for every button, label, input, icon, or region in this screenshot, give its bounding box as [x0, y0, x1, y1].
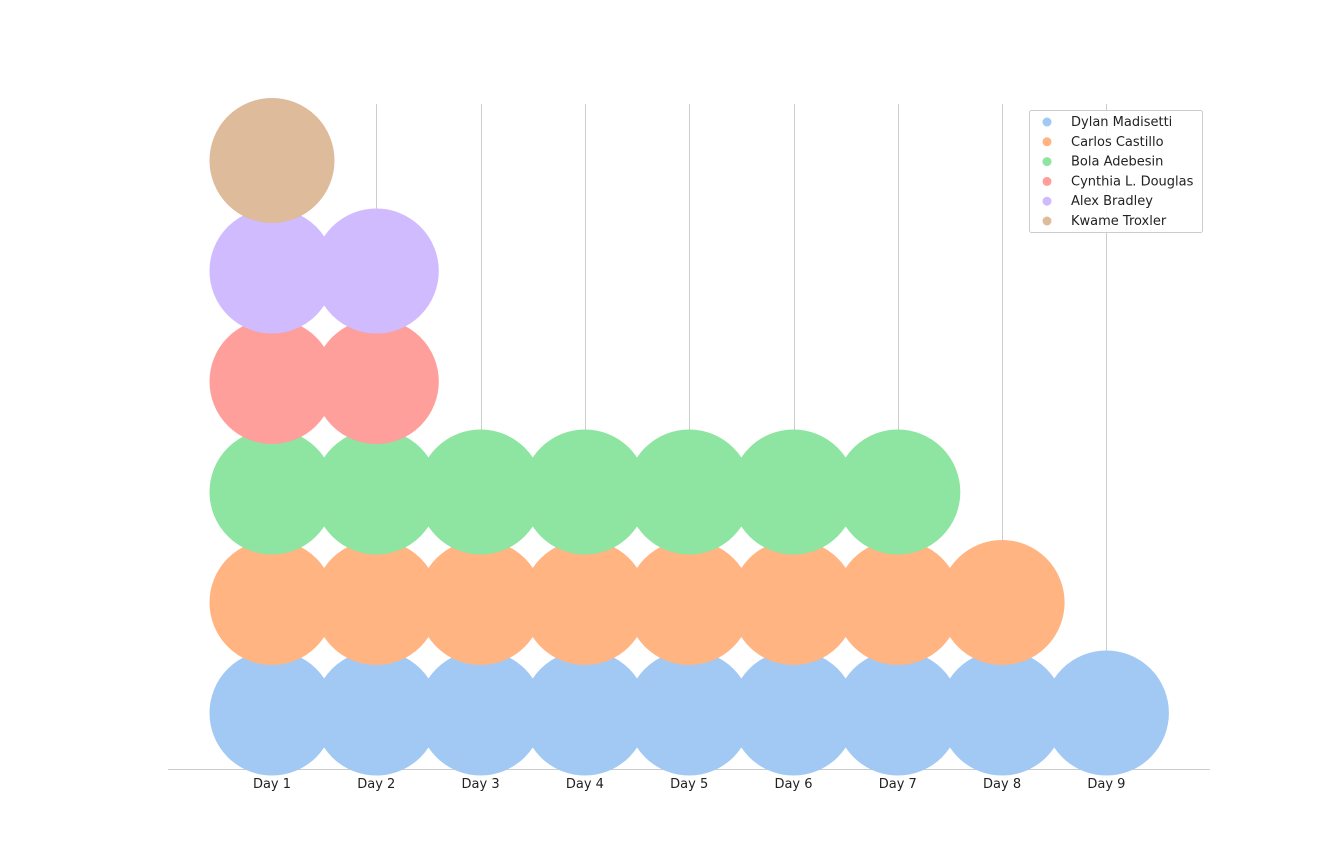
x-tick-label-day-1: Day 1 [253, 777, 291, 792]
legend-frame [1029, 110, 1203, 233]
x-tick-label-day-8: Day 8 [983, 777, 1021, 792]
legend-label-kwame-troxler: Kwame Troxler [1071, 214, 1167, 229]
x-tick-labels: Day 1 Day 2 Day 3 Day 4 Day 5 Day 6 Day 7 Day 8… [253, 777, 1125, 792]
legend-marker-kwame-troxler [1042, 216, 1052, 226]
point-carlos-castillo-day-8 [939, 540, 1065, 665]
legend-label-bola-adebesin: Bola Adebesin [1071, 155, 1163, 170]
x-tick-label-day-3: Day 3 [462, 777, 500, 792]
legend-marker-dylan-madisetti [1042, 117, 1052, 127]
x-tick-label-day-9: Day 9 [1087, 777, 1125, 792]
point-dylan-madisetti-day-9 [1043, 650, 1169, 776]
point-bola-adebesin-day-7 [835, 429, 961, 555]
data-points [209, 98, 1169, 776]
legend: Dylan Madisetti Carlos Castillo Bola Adebe… [1029, 110, 1203, 233]
legend-label-alex-bradley: Alex Bradley [1071, 194, 1153, 209]
point-alex-bradley-day-2 [313, 208, 439, 334]
legend-label-carlos-castillo: Carlos Castillo [1071, 135, 1164, 150]
x-tick-label-day-4: Day 4 [566, 777, 604, 792]
legend-label-dylan-madisetti: Dylan Madisetti [1071, 115, 1172, 130]
x-tick-label-day-7: Day 7 [879, 777, 917, 792]
x-tick-label-day-6: Day 6 [774, 777, 812, 792]
point-kwame-troxler-day-1 [209, 98, 335, 223]
legend-marker-cynthia-l-douglas [1042, 176, 1052, 186]
legend-marker-carlos-castillo [1042, 137, 1052, 147]
x-tick-label-day-2: Day 2 [357, 777, 395, 792]
point-cynthia-l-douglas-day-2 [313, 319, 439, 444]
legend-marker-bola-adebesin [1042, 157, 1052, 167]
legend-marker-alex-bradley [1042, 196, 1052, 206]
x-tick-label-day-5: Day 5 [670, 777, 708, 792]
legend-label-cynthia-l-douglas: Cynthia L. Douglas [1071, 174, 1194, 189]
